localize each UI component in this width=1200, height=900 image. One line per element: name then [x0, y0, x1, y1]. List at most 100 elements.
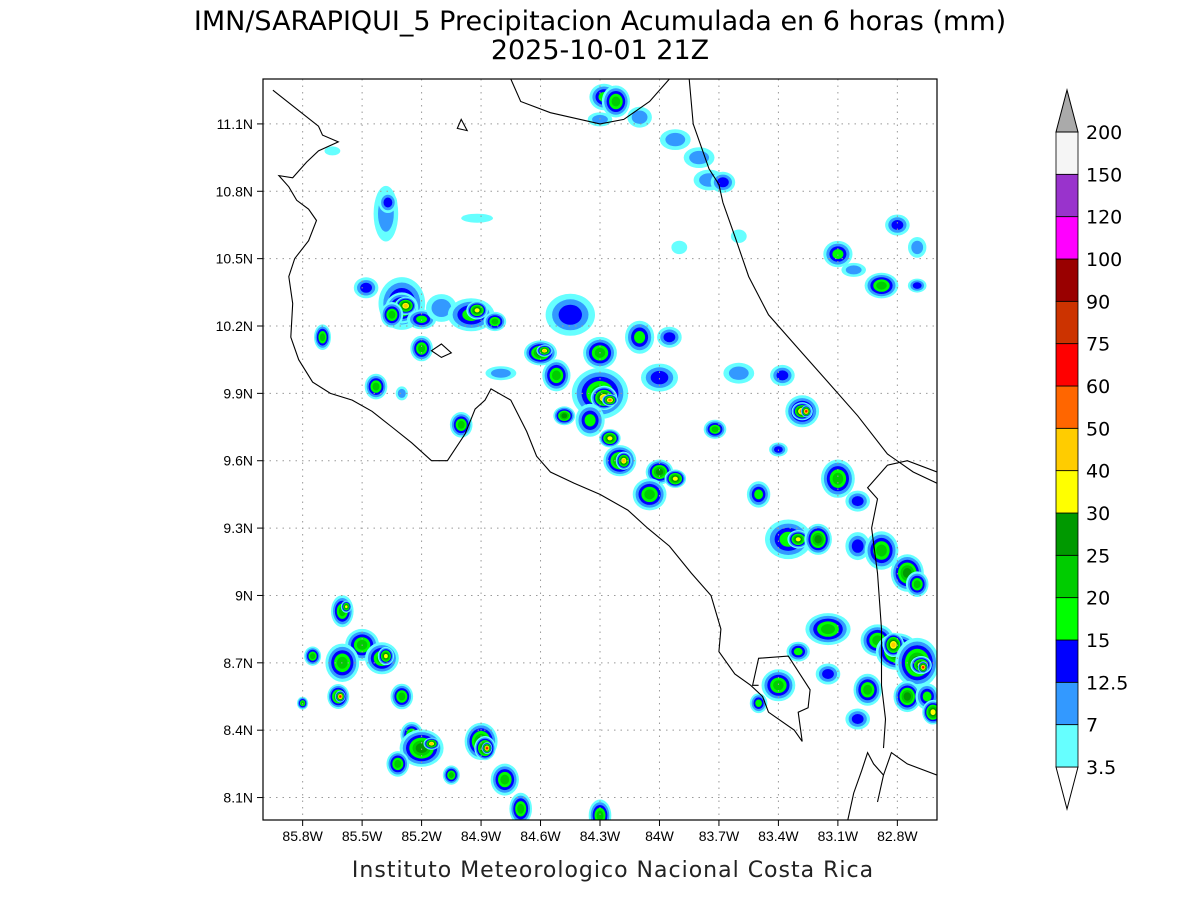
precip-contour — [631, 110, 648, 124]
colorbar-box — [1055, 131, 1079, 175]
precip-cell — [805, 613, 851, 646]
coastlines — [272, 79, 937, 820]
precip-cell — [542, 359, 571, 392]
precip-cell — [641, 363, 678, 392]
colorbar-label: 25 — [1086, 545, 1110, 567]
precip-cell — [553, 406, 576, 426]
y-tick-label: 8.7N — [223, 655, 253, 671]
precip-cell — [602, 394, 618, 407]
precip-contour — [486, 747, 488, 750]
precip-cell — [364, 373, 388, 400]
precip-cell — [683, 147, 715, 169]
precip-contour — [795, 537, 801, 542]
precip-cell — [304, 646, 322, 666]
precip-contour — [672, 476, 678, 481]
precip-contour — [634, 331, 646, 344]
precip-contour — [596, 810, 604, 820]
precip-cell — [908, 237, 927, 258]
y-tick-label: 8.4N — [223, 722, 253, 738]
precip-cell — [377, 646, 394, 666]
precip-contour — [622, 458, 626, 463]
precip-cell — [841, 262, 866, 277]
latitude-axis: 8.1N 8.4N 8.7N 9N 9.3N 9.6N 9.9N 10.2N 10.5N 10.8… — [216, 116, 263, 806]
colorbar-box — [1055, 216, 1079, 260]
graticule — [263, 79, 937, 820]
precip-contour — [650, 370, 669, 385]
precip-contour — [384, 654, 388, 659]
colorbar-label: 75 — [1086, 334, 1110, 356]
precip-contour — [608, 399, 612, 402]
precip-contour — [431, 299, 452, 317]
precip-contour — [851, 539, 864, 553]
x-tick-label: 85.2W — [401, 828, 442, 844]
y-tick-label: 10.5N — [216, 251, 253, 267]
x-tick-label: 84W — [645, 828, 675, 844]
precip-cell — [922, 699, 937, 725]
precip-contour — [665, 132, 686, 147]
precip-cell — [410, 335, 433, 362]
precip-contour — [383, 197, 393, 208]
precip-contour — [372, 382, 380, 391]
coastline-segment — [866, 460, 937, 749]
precip-contour — [491, 318, 499, 325]
precip-cell — [804, 523, 832, 555]
precip-cell — [324, 146, 341, 156]
precip-cell — [845, 490, 870, 512]
precip-cell — [588, 799, 612, 820]
precip-cell — [761, 669, 796, 702]
precip-contour — [773, 680, 784, 691]
precip-cell — [664, 469, 687, 488]
precip-contour — [394, 759, 402, 768]
colorbar-label: 150 — [1086, 164, 1122, 186]
precip-cell — [615, 451, 632, 470]
precip-cell — [483, 311, 507, 332]
precip-contour — [418, 344, 426, 353]
precip-contour — [388, 310, 396, 319]
precip-cell — [710, 171, 736, 193]
precip-cell — [770, 364, 795, 386]
precip-cell — [801, 405, 812, 418]
x-tick-label: 84.9W — [461, 828, 502, 844]
precip-cell — [599, 429, 621, 448]
y-tick-label: 11.1N — [217, 116, 253, 132]
precip-contour — [851, 714, 864, 724]
precip-cell — [466, 301, 488, 320]
colorbar-label: 3.5 — [1086, 757, 1116, 779]
precip-contour — [876, 281, 887, 290]
precip-cell — [632, 478, 667, 511]
precipitation-field — [297, 83, 937, 820]
precip-cell — [380, 302, 404, 328]
x-tick-label: 85.8W — [282, 828, 323, 844]
y-tick-label: 9.3N — [223, 520, 253, 536]
precip-contour — [319, 333, 326, 342]
coastline-segment — [510, 79, 670, 125]
colorbar-over-triangle — [1055, 88, 1079, 133]
precip-cell — [331, 595, 354, 628]
precip-cell — [659, 129, 691, 151]
lake-outline — [456, 118, 469, 132]
precip-contour — [461, 213, 493, 223]
precip-cell — [601, 85, 631, 118]
precip-contour — [912, 282, 922, 289]
precip-cell — [730, 229, 747, 243]
precip-cell — [864, 272, 899, 299]
precip-contour — [552, 370, 561, 381]
y-tick-label: 10.2N — [216, 318, 253, 334]
colorbar-legend: 3.5 7 12.5 15 20 25 30 40 50 60 75 90 100 120 150 200 — [1055, 88, 1128, 811]
precip-contour — [416, 315, 428, 323]
precip-contour — [755, 699, 762, 707]
precip-contour — [793, 647, 803, 656]
precip-contour — [805, 410, 808, 413]
colorbar-box — [1055, 385, 1079, 429]
precip-contour — [611, 96, 621, 107]
precip-cell — [885, 214, 910, 236]
precip-cell — [917, 661, 929, 674]
precip-contour — [754, 489, 763, 500]
precip-contour — [832, 472, 844, 485]
precip-contour — [863, 684, 872, 695]
colorbar-label: 100 — [1086, 249, 1122, 271]
precip-cell — [815, 663, 841, 685]
precip-cell — [386, 751, 410, 777]
precip-contour — [542, 349, 547, 352]
precip-contour — [671, 240, 688, 255]
